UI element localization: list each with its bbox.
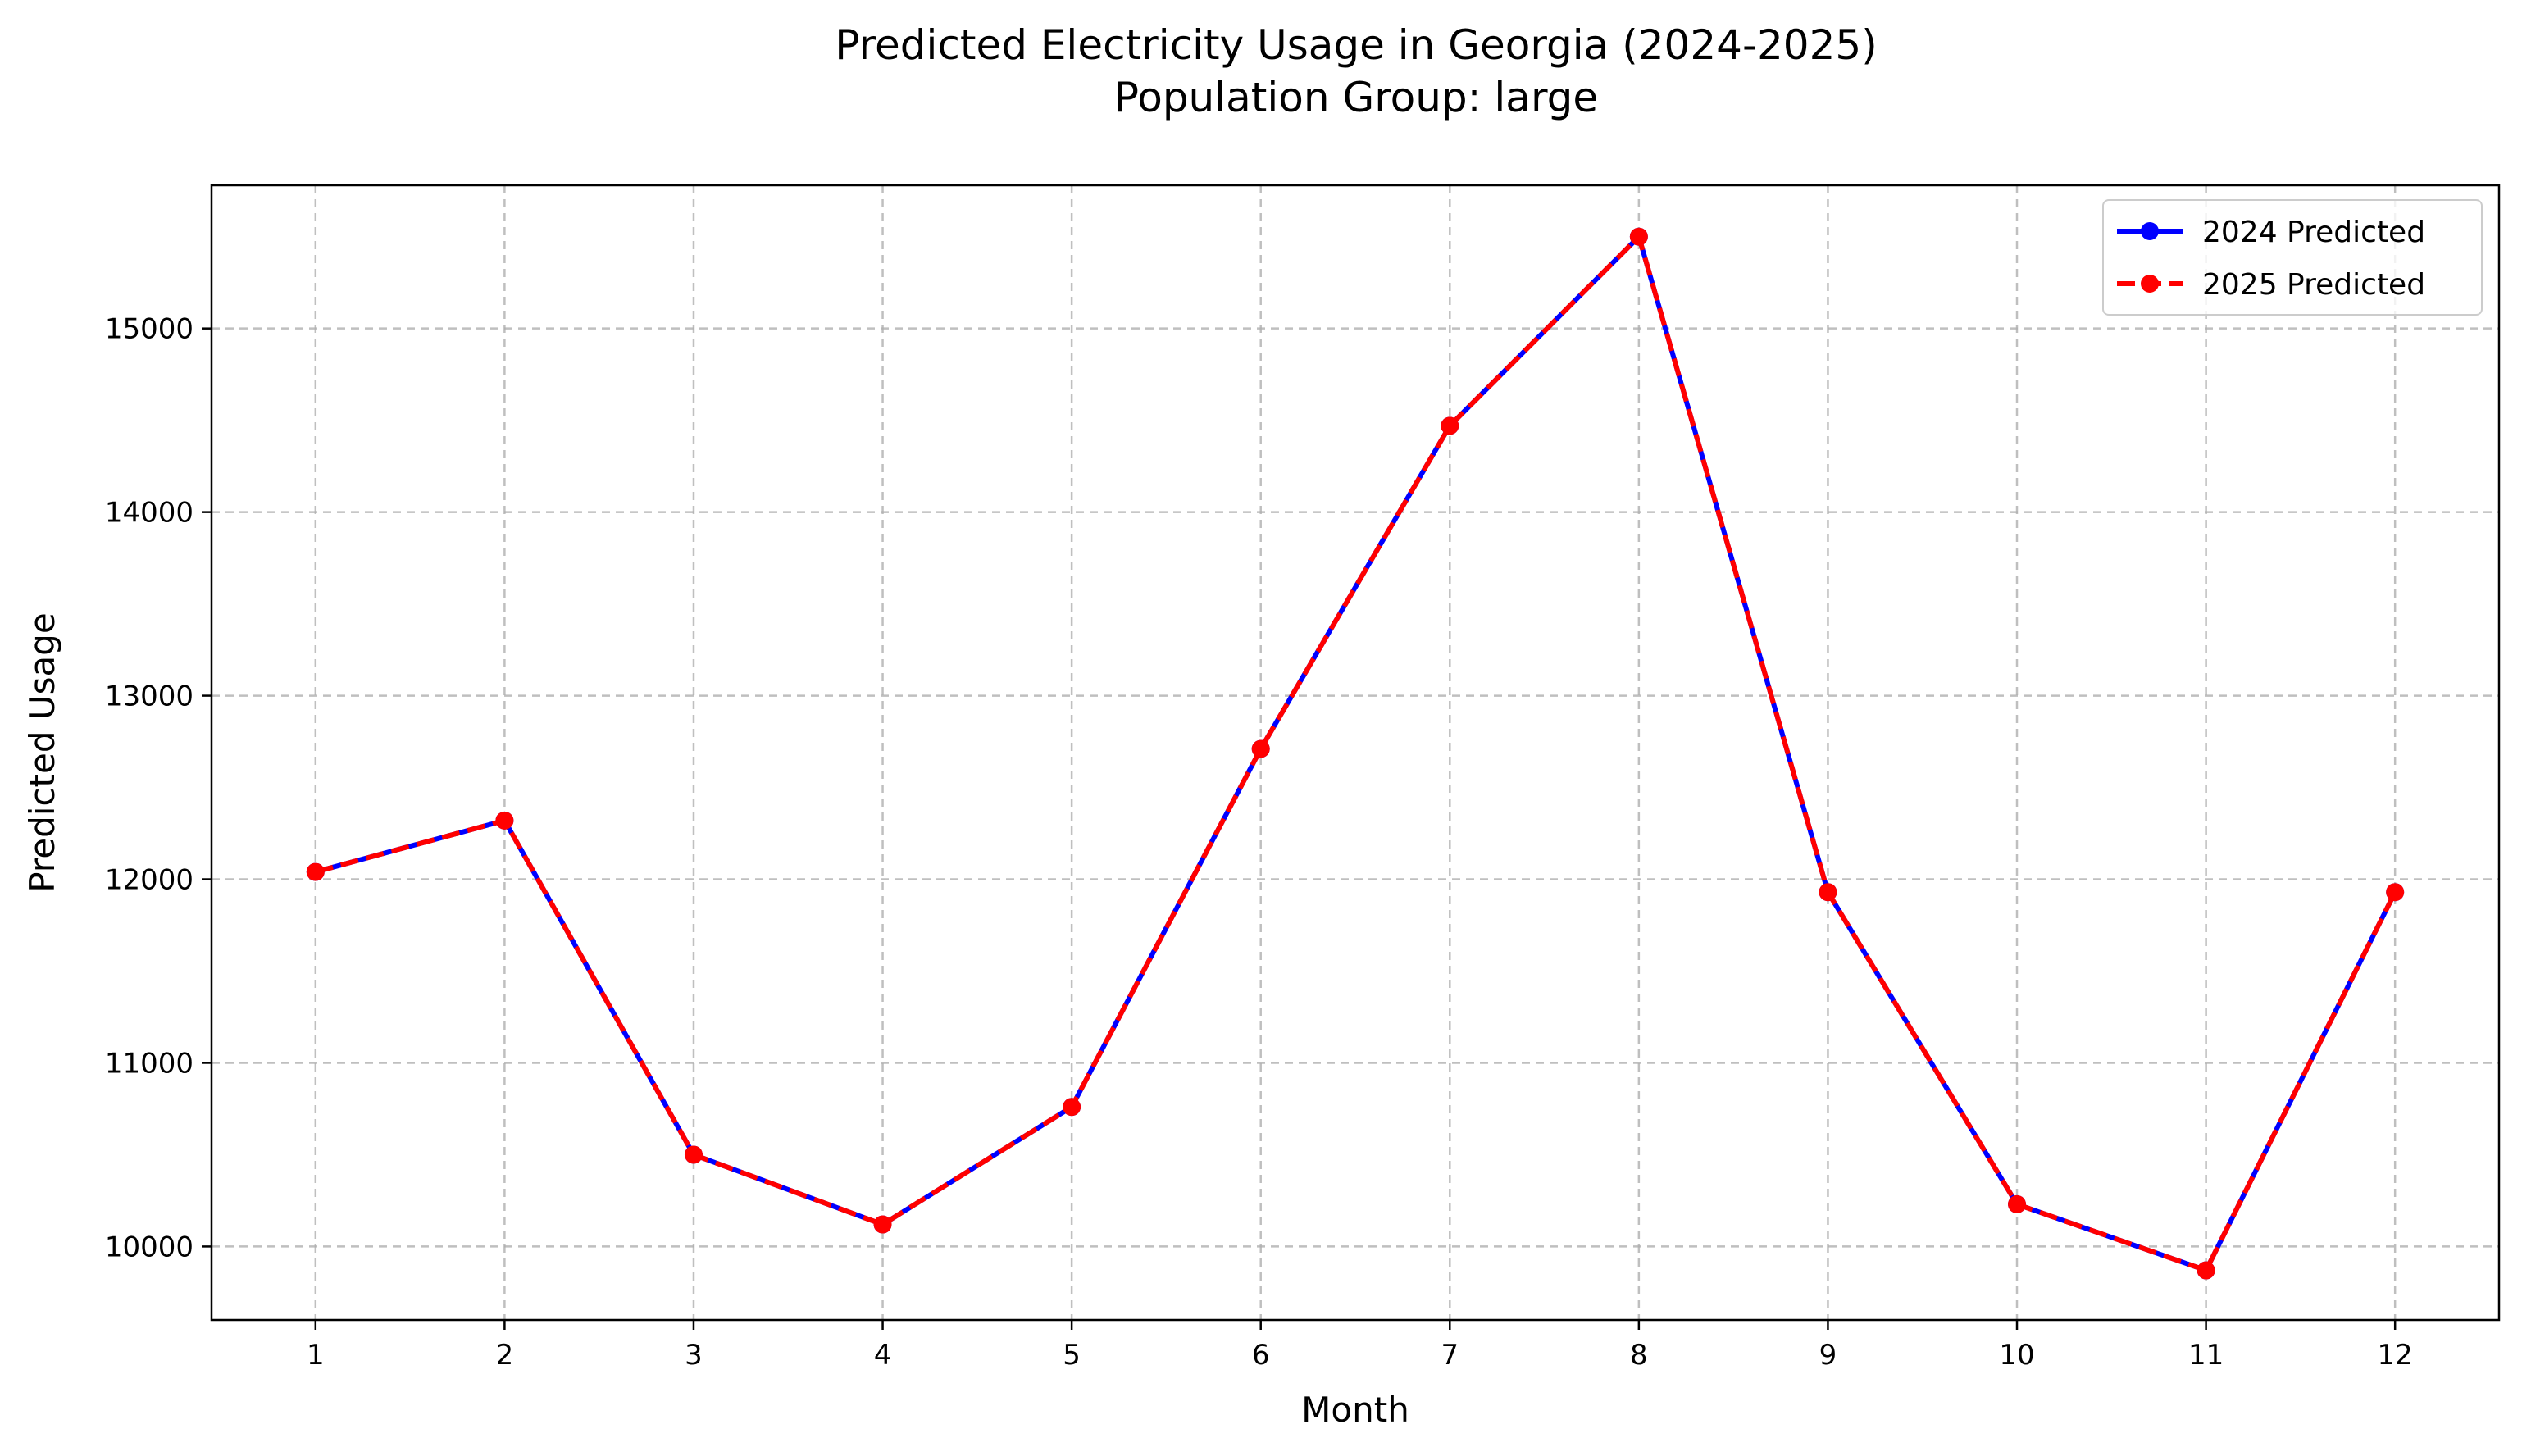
- legend-marker: [2141, 275, 2159, 293]
- series-line: [315, 234, 2397, 1273]
- series-1: [306, 227, 2405, 1280]
- legend: 2024 Predicted 2025 Predicted: [2102, 199, 2483, 316]
- y-tick-label: 10000: [105, 1231, 193, 1263]
- data-point: [1063, 1098, 1081, 1117]
- data-point: [1819, 883, 1837, 902]
- legend-entry: 2024 Predicted: [2117, 216, 2425, 249]
- data-point: [495, 811, 514, 830]
- data-point: [1441, 416, 1459, 435]
- x-tick-label: 6: [1252, 1339, 1270, 1372]
- y-axis-label: Predicted Usage: [22, 612, 62, 892]
- data-point: [1629, 227, 1648, 246]
- data-point: [1251, 739, 1270, 758]
- legend-label: 2024 Predicted: [2202, 216, 2425, 249]
- grid: [212, 185, 2499, 1320]
- series-group: [306, 227, 2405, 1280]
- x-axis-label: Month: [1301, 1390, 1409, 1430]
- x-tick-label: 5: [1063, 1339, 1081, 1372]
- legend-marker: [2141, 222, 2159, 240]
- x-tick-label: 1: [307, 1339, 325, 1372]
- x-tick-label: 11: [2188, 1339, 2224, 1372]
- data-point: [2008, 1194, 2027, 1213]
- y-tick-label: 15000: [105, 313, 193, 346]
- y-tick-label: 13000: [105, 680, 193, 713]
- x-tick-label: 10: [1999, 1339, 2034, 1372]
- data-point: [873, 1215, 892, 1234]
- y-tick-label: 11000: [105, 1047, 193, 1080]
- data-point: [306, 862, 325, 881]
- x-tick-label: 7: [1441, 1339, 1459, 1372]
- chart-subtitle: Population Group: large: [1114, 74, 1598, 121]
- legend-frame: [2102, 199, 2483, 316]
- x-tick-label: 12: [2378, 1339, 2413, 1372]
- y-tick-label: 14000: [105, 497, 193, 530]
- x-tick-label: 8: [1630, 1339, 1648, 1372]
- chart-title: Predicted Electricity Usage in Georgia (…: [835, 21, 1878, 69]
- legend-entry: 2025 Predicted: [2117, 268, 2425, 302]
- legend-label: 2025 Predicted: [2202, 268, 2425, 302]
- data-point: [2197, 1261, 2215, 1280]
- x-tick-label: 3: [685, 1339, 703, 1372]
- data-point: [2386, 883, 2405, 902]
- x-tick-label: 4: [874, 1339, 892, 1372]
- plot-area: [210, 184, 2501, 1322]
- y-tick-label: 12000: [105, 864, 193, 897]
- axis-ticks: 1 2 3 4 5 6 7 8 9 10 11 121000011000120001300014000…: [105, 313, 2413, 1372]
- x-tick-label: 2: [496, 1339, 514, 1372]
- data-point: [684, 1145, 703, 1164]
- x-tick-label: 9: [1819, 1339, 1837, 1372]
